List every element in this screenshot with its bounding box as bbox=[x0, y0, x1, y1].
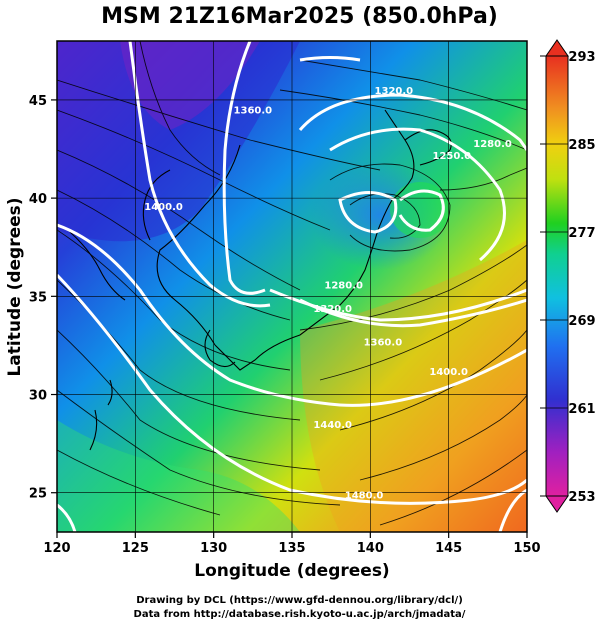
colorbar-label: 261 bbox=[568, 402, 595, 417]
credit: Drawing by DCL (https://www.gfd-dennou.o… bbox=[0, 594, 599, 622]
y-tick-label: 35 bbox=[29, 290, 47, 305]
contour-label: 1320.0 bbox=[375, 86, 414, 97]
contour-label: 1480.0 bbox=[345, 491, 384, 502]
colorbar-label: 293 bbox=[568, 50, 595, 65]
colorbar-label: 269 bbox=[568, 314, 595, 329]
page-title: MSM 21Z16Mar2025 (850.0hPa) bbox=[101, 4, 498, 29]
y-tick-label: 25 bbox=[29, 487, 47, 502]
colorbar-label: 285 bbox=[568, 138, 595, 153]
x-tick-label: 130 bbox=[200, 541, 227, 556]
x-tick-label: 150 bbox=[513, 541, 540, 556]
x-axis-title: Longitude (degrees) bbox=[194, 561, 389, 581]
y-axis-title: Latitude (degrees) bbox=[5, 197, 25, 376]
contour-label: 1360.0 bbox=[364, 337, 403, 348]
contour-label: 1280.0 bbox=[473, 139, 512, 150]
wind-streamlines bbox=[57, 41, 527, 526]
colorbar: 293 285 277 269 261 253 bbox=[540, 39, 596, 513]
contour-label: 1400.0 bbox=[429, 367, 468, 378]
contour-label: 1400.0 bbox=[144, 202, 183, 213]
y-axis-ticks: 25 30 35 40 45 bbox=[29, 94, 57, 502]
contour-label: 1440.0 bbox=[313, 420, 352, 431]
height-contours bbox=[57, 41, 527, 532]
credit-data: Data from http://database.rish.kyoto-u.a… bbox=[133, 609, 466, 620]
y-tick-label: 40 bbox=[29, 192, 47, 207]
x-tick-label: 120 bbox=[43, 541, 70, 556]
credit-drawing: Drawing by DCL (https://www.gfd-dennou.o… bbox=[136, 595, 463, 606]
colorbar-label: 253 bbox=[568, 490, 595, 505]
x-tick-label: 145 bbox=[435, 541, 462, 556]
contour-label: 1360.0 bbox=[234, 106, 273, 117]
contour-label: 1320.0 bbox=[313, 304, 352, 315]
colorbar-label: 277 bbox=[568, 226, 595, 241]
contour-label: 1250.0 bbox=[433, 151, 472, 162]
contour-labels: 1360.01320.01250.01280.01400.01280.01320… bbox=[144, 86, 512, 502]
x-tick-label: 135 bbox=[278, 541, 305, 556]
x-axis-ticks: 120 125 130 135 140 145 150 bbox=[43, 532, 541, 556]
y-tick-label: 45 bbox=[29, 94, 47, 109]
x-tick-label: 125 bbox=[122, 541, 149, 556]
colorbar-max-arrow bbox=[545, 39, 569, 57]
y-tick-label: 30 bbox=[29, 389, 47, 404]
contour-label: 1280.0 bbox=[324, 280, 363, 291]
colorbar-min-arrow bbox=[545, 495, 569, 513]
x-tick-label: 140 bbox=[357, 541, 384, 556]
